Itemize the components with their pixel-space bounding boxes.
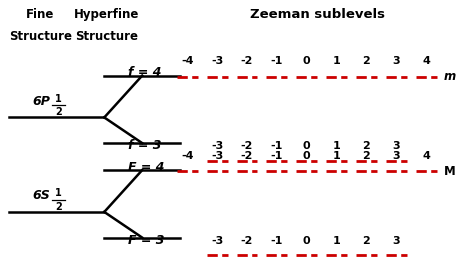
- Text: -2: -2: [241, 141, 253, 151]
- Text: 2: 2: [55, 202, 62, 212]
- Text: Zeeman sublevels: Zeeman sublevels: [250, 8, 385, 21]
- Text: 3: 3: [392, 56, 400, 66]
- Text: 1: 1: [333, 141, 340, 151]
- Text: 1: 1: [55, 188, 62, 198]
- Text: 3: 3: [392, 141, 400, 151]
- Text: 6S: 6S: [32, 189, 50, 202]
- Text: 1: 1: [55, 94, 62, 104]
- Text: -4: -4: [181, 56, 193, 66]
- Text: 4: 4: [422, 56, 430, 66]
- Text: -3: -3: [211, 151, 223, 161]
- Text: Structure: Structure: [9, 30, 72, 43]
- Text: -2: -2: [241, 151, 253, 161]
- Text: 2: 2: [363, 141, 370, 151]
- Text: -3: -3: [211, 141, 223, 151]
- Text: -2: -2: [241, 56, 253, 66]
- Text: Structure: Structure: [75, 30, 138, 43]
- Text: Fine: Fine: [26, 8, 55, 21]
- Text: 2: 2: [363, 56, 370, 66]
- Text: 1: 1: [333, 151, 340, 161]
- Text: 2: 2: [363, 151, 370, 161]
- Text: 3: 3: [392, 236, 400, 246]
- Text: 2: 2: [55, 107, 62, 117]
- Text: 4: 4: [422, 151, 430, 161]
- Text: Hyperfine: Hyperfine: [74, 8, 139, 21]
- Text: 0: 0: [303, 151, 310, 161]
- Text: F = 4: F = 4: [128, 161, 164, 174]
- Text: 1: 1: [333, 236, 340, 246]
- Text: 0: 0: [303, 236, 310, 246]
- Text: -4: -4: [181, 151, 193, 161]
- Text: 2: 2: [363, 236, 370, 246]
- Text: 0: 0: [303, 141, 310, 151]
- Text: -1: -1: [271, 56, 283, 66]
- Text: m: m: [444, 70, 456, 83]
- Text: M: M: [444, 165, 456, 178]
- Text: -1: -1: [271, 151, 283, 161]
- Text: -2: -2: [241, 236, 253, 246]
- Text: F = 3: F = 3: [128, 234, 164, 247]
- Text: f = 3: f = 3: [128, 139, 162, 152]
- Text: -1: -1: [271, 236, 283, 246]
- Text: -3: -3: [211, 236, 223, 246]
- Text: f = 4: f = 4: [128, 66, 162, 79]
- Text: 1: 1: [333, 56, 340, 66]
- Text: 6P: 6P: [32, 95, 50, 108]
- Text: 0: 0: [303, 56, 310, 66]
- Text: -1: -1: [271, 141, 283, 151]
- Text: 3: 3: [392, 151, 400, 161]
- Text: -3: -3: [211, 56, 223, 66]
